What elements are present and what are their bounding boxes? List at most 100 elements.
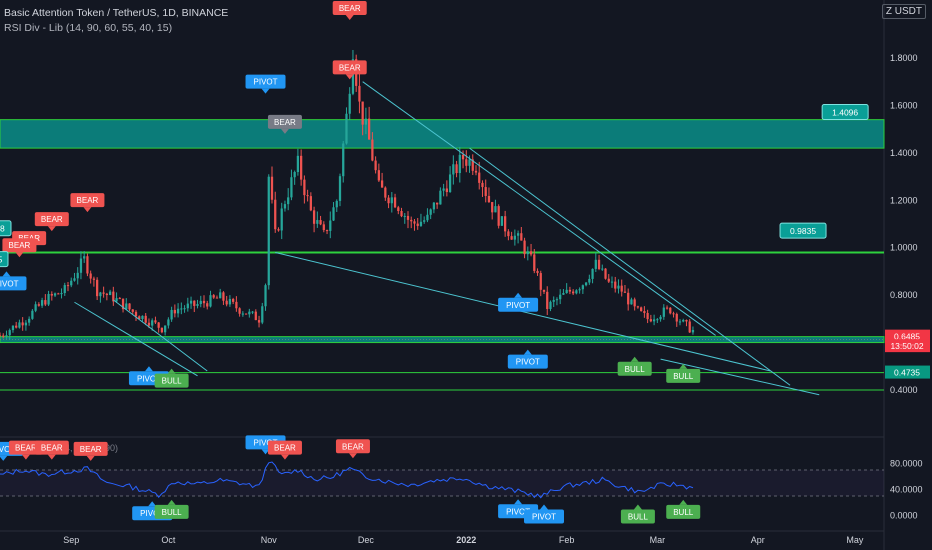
trendline[interactable] (660, 358, 820, 396)
rsi-line[interactable] (0, 461, 694, 499)
pivot-marker[interactable]: PIVOT (507, 349, 548, 369)
resistance-zone[interactable] (0, 119, 885, 149)
marker-box (267, 114, 302, 129)
marker-label: BULL (628, 512, 649, 521)
time-tick: Dec (358, 535, 375, 545)
candle-body (70, 280, 73, 286)
rsi-band (0, 470, 884, 496)
rsi-bull-marker[interactable]: BULL (620, 504, 655, 524)
candle-body (345, 113, 348, 144)
candle-body (235, 301, 238, 309)
marker-pointer (167, 499, 176, 505)
time-tick: Mar (650, 535, 666, 545)
marker-box (154, 504, 189, 519)
candle-body (290, 177, 293, 198)
bull-marker[interactable]: BULL (617, 356, 652, 376)
candle-body (678, 321, 682, 323)
marker-label: BEAR (339, 63, 361, 72)
marker-label: BEAR (15, 444, 37, 453)
marker-pointer (148, 501, 157, 507)
candle-body (526, 251, 529, 255)
price-label[interactable]: 1.4096 (821, 104, 869, 121)
candle-body (623, 291, 627, 293)
candle-body (47, 294, 50, 305)
candle-body (287, 197, 290, 205)
pivot-marker[interactable]: PIVOT (245, 74, 286, 94)
candle-body (138, 316, 141, 319)
marker-box (507, 354, 548, 369)
candle-body (397, 207, 400, 212)
marker-label: BULL (673, 372, 694, 381)
rsi-tick: 80.0000 (890, 459, 923, 469)
trendline[interactable] (362, 81, 716, 336)
bear-marker[interactable]: BEAR (332, 60, 367, 80)
candle-body (83, 256, 86, 259)
rsi-bear-marker[interactable]: BEAR (73, 441, 108, 461)
rsi-bear-marker[interactable]: BEAR (335, 439, 370, 459)
marker-pointer (630, 356, 639, 362)
candle-body (685, 319, 688, 322)
marker-box (666, 368, 701, 383)
price-label[interactable]: 5 (0, 251, 9, 268)
currency-box[interactable]: Z USDT (881, 4, 926, 19)
bear-marker[interactable]: BEAR (332, 1, 367, 21)
trendline[interactable] (469, 147, 791, 386)
marker-box (34, 440, 69, 455)
candle-body (215, 297, 219, 299)
candle-body (468, 159, 471, 166)
marker-pointer (345, 15, 354, 21)
candle-body (189, 300, 193, 304)
candle-body (316, 220, 319, 224)
rsi-bull-marker[interactable]: BULL (666, 499, 701, 519)
rsi-bear-marker[interactable]: BEAR (8, 440, 43, 460)
marker-label: BULL (625, 365, 646, 374)
candle-body (604, 268, 607, 279)
candle-body (309, 196, 312, 211)
candle-body (144, 315, 147, 323)
pivot-marker[interactable]: PIVOT (498, 292, 539, 312)
candle-body (257, 320, 261, 323)
trendline[interactable] (74, 301, 198, 377)
marker-pointer (144, 366, 153, 372)
trendline[interactable] (113, 299, 208, 372)
currency-label: USDT (894, 6, 922, 17)
marker-box (332, 60, 367, 75)
marker-label: BEAR (342, 442, 364, 451)
marker-label: PIVOT (532, 512, 556, 521)
bull-marker[interactable]: BULL (154, 368, 189, 388)
pivot-marker[interactable]: PIVOT (0, 271, 27, 291)
candle-body (0, 335, 2, 337)
rsi-pivot-marker[interactable]: PIVOT (524, 504, 564, 524)
candle-body (513, 235, 516, 240)
rsi-bear-marker[interactable]: BEAR (267, 440, 302, 460)
price-label-text: 1.4096 (832, 108, 858, 118)
candle-body (523, 240, 526, 255)
candle-body (691, 329, 695, 333)
candle-body (665, 307, 669, 309)
bear-marker[interactable]: BEAR (267, 114, 302, 134)
bear-marker[interactable]: BEAR (2, 238, 37, 258)
marker-pointer (2, 271, 11, 277)
candle-body (108, 291, 112, 296)
marker-label: BEAR (274, 444, 296, 453)
price-label[interactable]: 18 (0, 220, 12, 237)
candle-body (546, 291, 549, 309)
rsi-bull-marker[interactable]: BULL (154, 499, 189, 519)
candle-body (380, 180, 384, 188)
candle-body (620, 285, 623, 292)
candle-body (656, 319, 659, 321)
candle-body (183, 308, 186, 310)
candle-body (474, 170, 478, 173)
candle-body (293, 172, 296, 178)
price-label[interactable]: 0.9835 (779, 222, 827, 239)
price-label-text: 5 (0, 255, 3, 265)
bear-marker[interactable]: BEAR (70, 193, 105, 213)
candle-body (118, 298, 121, 300)
bear-marker[interactable]: BEAR (34, 212, 69, 232)
bull-marker[interactable]: BULL (666, 363, 701, 383)
axis-price-box (885, 339, 930, 353)
rsi-bear-marker[interactable]: BEAR (34, 440, 69, 460)
candle-body (261, 306, 264, 323)
